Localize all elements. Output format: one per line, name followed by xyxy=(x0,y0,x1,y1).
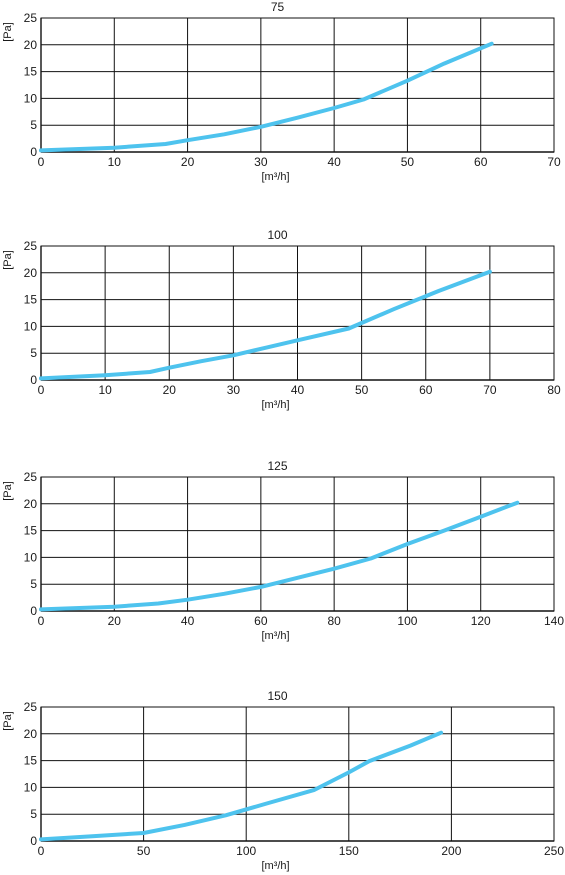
chart-title: 150 xyxy=(267,689,287,703)
series-line xyxy=(39,500,520,612)
y-tick-label: 15 xyxy=(24,65,38,79)
plot-frame xyxy=(40,706,555,842)
y-tick-label: 20 xyxy=(24,266,38,280)
x-tick-label: 150 xyxy=(339,844,359,858)
x-tick-label: 100 xyxy=(236,844,256,858)
chart-title: 100 xyxy=(267,228,287,242)
x-axis-label: [m³/h] xyxy=(261,860,289,872)
x-tick-label: 50 xyxy=(137,844,151,858)
y-axis-label: [Pa] xyxy=(2,22,14,42)
y-axis-label: [Pa] xyxy=(2,481,14,501)
y-tick-label: 25 xyxy=(24,700,38,714)
x-tick-label: 70 xyxy=(547,155,561,169)
x-tick-label: 0 xyxy=(38,844,45,858)
y-tick-label: 15 xyxy=(24,293,38,307)
y-tick-label: 25 xyxy=(24,470,38,484)
plot-frame xyxy=(40,476,555,612)
x-tick-label: 10 xyxy=(98,383,112,397)
x-axis-label: [m³/h] xyxy=(261,630,289,642)
x-tick-label: 10 xyxy=(108,155,122,169)
x-tick-label: 140 xyxy=(544,614,564,628)
x-tick-label: 20 xyxy=(108,614,122,628)
chart-title: 75 xyxy=(271,0,285,14)
x-tick-label: 250 xyxy=(544,844,564,858)
y-tick-label: 5 xyxy=(30,118,37,132)
chart-title: 125 xyxy=(267,459,287,473)
series-line xyxy=(39,41,494,153)
series-line xyxy=(39,730,444,842)
x-tick-label: 20 xyxy=(181,155,195,169)
y-tick-label: 0 xyxy=(30,604,37,618)
series-line xyxy=(39,269,492,381)
x-tick-label: 30 xyxy=(254,155,268,169)
x-tick-label: 200 xyxy=(441,844,461,858)
y-tick-label: 10 xyxy=(24,780,38,794)
chart-100: 100 0 5 10 15 20 25 0 10 20 30 40 50 60 70 80 [m³/h] [Pa] xyxy=(2,228,561,411)
y-tick-label: 20 xyxy=(24,497,38,511)
y-tick-label: 5 xyxy=(30,577,37,591)
y-tick-label: 25 xyxy=(24,11,38,25)
chart-125: 125 0 5 10 15 20 25 0 20 40 60 80 100 120 140 [m³/h] [Pa… xyxy=(2,459,564,642)
y-tick-label: 5 xyxy=(30,346,37,360)
plot-frame xyxy=(40,17,555,153)
x-tick-label: 0 xyxy=(38,155,45,169)
x-tick-label: 60 xyxy=(419,383,433,397)
y-tick-label: 10 xyxy=(24,319,38,333)
x-axis-label: [m³/h] xyxy=(261,399,289,411)
x-tick-label: 80 xyxy=(547,383,561,397)
x-tick-label: 70 xyxy=(483,383,497,397)
y-tick-label: 10 xyxy=(24,91,38,105)
y-tick-label: 15 xyxy=(24,524,38,538)
y-tick-label: 15 xyxy=(24,754,38,768)
x-tick-label: 120 xyxy=(471,614,491,628)
y-axis-label: [Pa] xyxy=(2,711,14,731)
y-tick-label: 25 xyxy=(24,239,38,253)
x-tick-label: 40 xyxy=(327,155,341,169)
y-tick-label: 20 xyxy=(24,727,38,741)
x-axis-label: [m³/h] xyxy=(261,171,289,183)
x-tick-label: 30 xyxy=(227,383,241,397)
y-tick-label: 20 xyxy=(24,38,38,52)
plot-frame xyxy=(40,245,555,381)
x-tick-label: 100 xyxy=(397,614,417,628)
x-tick-label: 60 xyxy=(474,155,488,169)
y-tick-label: 0 xyxy=(30,834,37,848)
x-tick-label: 60 xyxy=(254,614,268,628)
x-tick-label: 50 xyxy=(401,155,415,169)
y-tick-label: 0 xyxy=(30,145,37,159)
x-tick-label: 80 xyxy=(327,614,341,628)
x-tick-label: 20 xyxy=(163,383,177,397)
y-axis-label: [Pa] xyxy=(2,250,14,270)
chart-75: 75 0 5 10 15 20 25 0 10 20 30 40 50 60 70 [m³/h] [Pa] xyxy=(2,0,561,183)
y-tick-label: 10 xyxy=(24,550,38,564)
x-tick-label: 40 xyxy=(181,614,195,628)
y-tick-label: 5 xyxy=(30,807,37,821)
y-tick-label: 0 xyxy=(30,373,37,387)
x-tick-label: 0 xyxy=(38,383,45,397)
x-tick-label: 0 xyxy=(38,614,45,628)
x-tick-label: 50 xyxy=(355,383,369,397)
x-tick-label: 40 xyxy=(291,383,305,397)
